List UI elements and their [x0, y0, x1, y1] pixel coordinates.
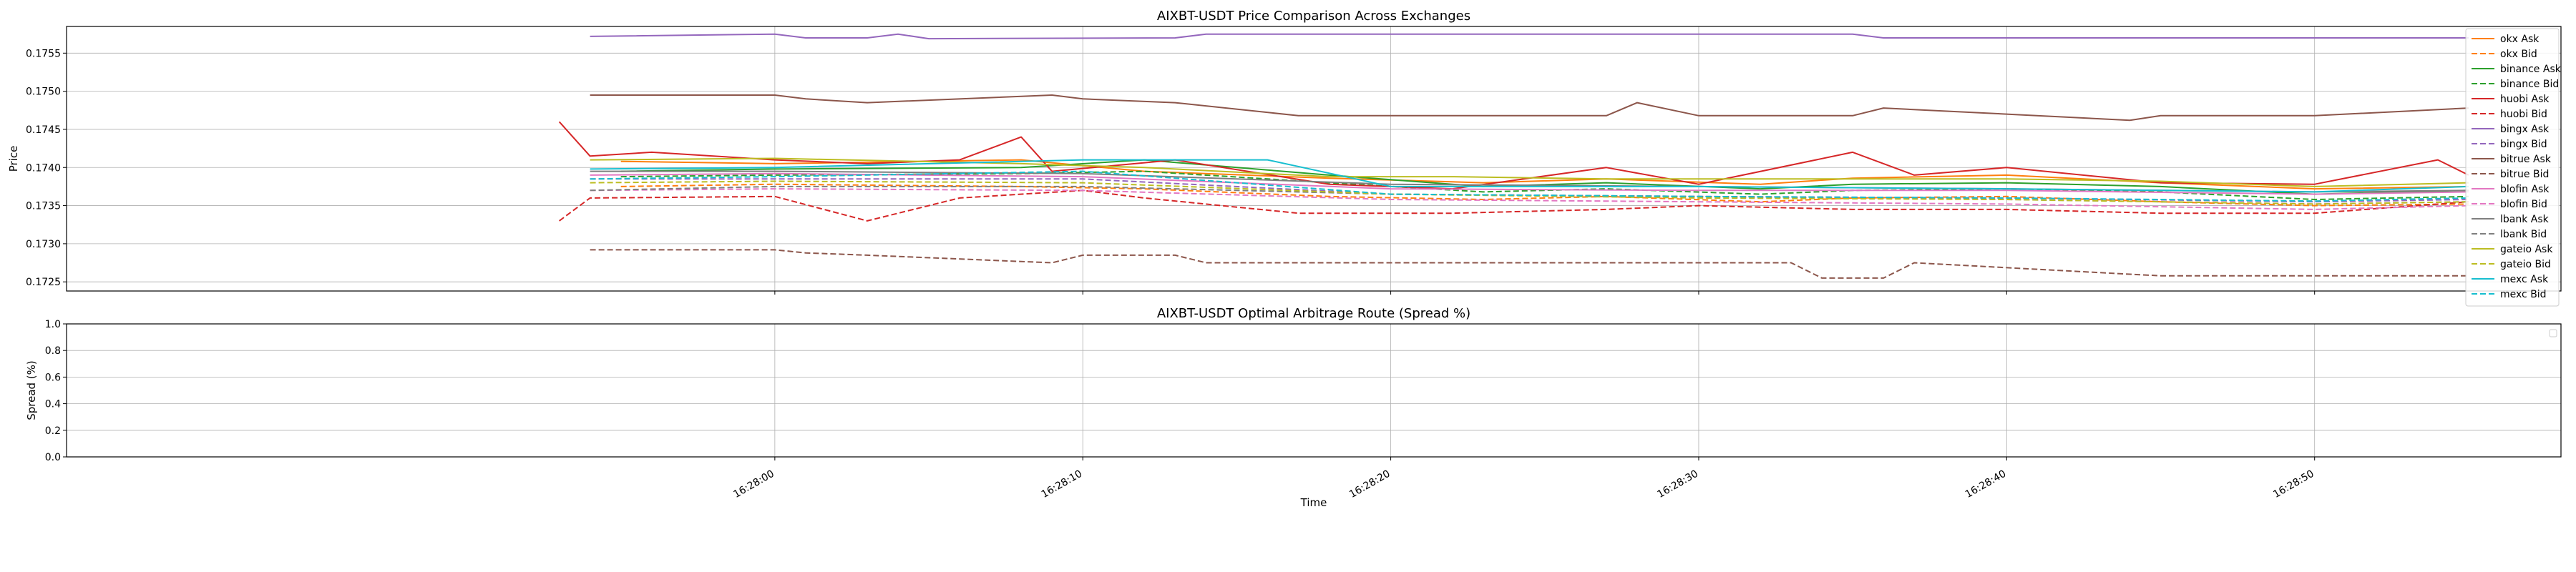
- legend-label-binance-ask: binance Ask: [2500, 64, 2562, 75]
- legend-label-lbank-bid: lbank Bid: [2500, 229, 2547, 240]
- legend-label-blofin-bid: blofin Bid: [2500, 199, 2547, 210]
- price-chart-grid: [67, 26, 2561, 291]
- series-line-huobi-ask: [558, 121, 2469, 190]
- series-line-mexc-bid: [590, 170, 2469, 202]
- x-tick-label: 16:28:10: [1040, 468, 1084, 500]
- price-chart-series: [558, 33, 2469, 279]
- y-tick-label: 0.8: [45, 345, 61, 357]
- legend-label-bingx-bid: bingx Bid: [2500, 139, 2547, 150]
- series-line-blofin-bid: [590, 188, 2469, 210]
- y-tick-label: 0.1755: [26, 48, 61, 59]
- spread-chart-x-ticks: 16:28:00 16:28:10 16:28:20 16:28:30 16:28:40…: [731, 457, 2316, 500]
- legend-label-mexc-ask: mexc Ask: [2500, 274, 2549, 285]
- series-line-gateio-bid: [590, 180, 2469, 205]
- y-tick-label: 0.2: [45, 425, 61, 437]
- y-tick-label: 0.1745: [26, 124, 61, 136]
- series-line-bitrue-ask: [590, 94, 2469, 122]
- legend-label-huobi-ask: huobi Ask: [2500, 94, 2550, 105]
- legend-label-gateio-ask: gateio Ask: [2500, 244, 2553, 255]
- price-chart-frame: [66, 26, 2562, 292]
- price-chart-x-ticks: [774, 291, 2316, 295]
- y-tick-label: 0.1725: [26, 277, 61, 288]
- price-chart-title: AIXBT-USDT Price Comparison Across Excha…: [1157, 9, 1470, 24]
- series-line-binance-ask: [620, 159, 2469, 195]
- legend-label-bitrue-ask: bitrue Ask: [2500, 154, 2552, 165]
- spread-chart: AIXBT-USDT Optimal Arbitrage Route (Spre…: [25, 306, 2562, 509]
- series-line-bingx-ask: [590, 33, 2469, 40]
- series-line-huobi-bid: [559, 189, 2469, 222]
- spread-chart-frame: [66, 323, 2562, 458]
- y-tick-label: 0.6: [45, 372, 61, 383]
- legend-label-gateio-bid: gateio Bid: [2500, 259, 2551, 270]
- x-tick-label: 16:28:20: [1347, 468, 1392, 500]
- price-chart: AIXBT-USDT Price Comparison Across Excha…: [7, 9, 2562, 307]
- legend: okx Ask okx Bid binance Ask binance Bid huob…: [2465, 28, 2562, 307]
- x-tick-label: 16:28:00: [731, 468, 776, 500]
- series-line-bitrue-bid: [590, 249, 2469, 279]
- price-chart-y-axis-label: Price: [7, 146, 20, 172]
- spread-chart-title: AIXBT-USDT Optimal Arbitrage Route (Spre…: [1157, 306, 1470, 321]
- price-chart-y-ticks: 0.1725 0.1730 0.1735 0.1740 0.1745 0.1750 0.17…: [26, 48, 67, 288]
- spread-chart-grid: [67, 323, 2561, 458]
- spread-chart-y-ticks: 0.0 0.2 0.4 0.6 0.8 1.0: [45, 319, 67, 463]
- legend-label-bitrue-bid: bitrue Bid: [2500, 169, 2549, 180]
- y-tick-label: 0.0: [45, 452, 61, 463]
- legend-label-okx-ask: okx Ask: [2500, 34, 2540, 45]
- spread-chart-empty-legend: [2549, 329, 2557, 337]
- legend-label-binance-bid: binance Bid: [2500, 79, 2559, 90]
- legend-label-blofin-ask: blofin Ask: [2500, 184, 2550, 195]
- spread-chart-y-axis-label: Spread (%): [25, 360, 38, 420]
- series-line-mexc-ask: [590, 159, 2469, 193]
- series-line-blofin-ask: [590, 172, 2469, 195]
- legend-label-huobi-bid: huobi Bid: [2500, 109, 2547, 120]
- y-tick-label: 0.1740: [26, 162, 61, 174]
- x-tick-label: 16:28:40: [1963, 468, 2008, 500]
- legend-label-mexc-bid: mexc Bid: [2500, 289, 2547, 300]
- x-tick-label: 16:28:30: [1655, 468, 1699, 500]
- y-tick-label: 1.0: [45, 319, 61, 330]
- legend-label-bingx-ask: bingx Ask: [2500, 124, 2550, 135]
- spread-chart-x-axis-label: Time: [1300, 496, 1327, 509]
- legend-label-lbank-ask: lbank Ask: [2500, 214, 2550, 225]
- y-tick-label: 0.1730: [26, 239, 61, 250]
- y-tick-label: 0.1735: [26, 201, 61, 212]
- y-tick-label: 0.1750: [26, 87, 61, 98]
- x-tick-label: 16:28:50: [2271, 468, 2316, 500]
- legend-label-okx-bid: okx Bid: [2500, 49, 2537, 60]
- y-tick-label: 0.4: [45, 399, 61, 410]
